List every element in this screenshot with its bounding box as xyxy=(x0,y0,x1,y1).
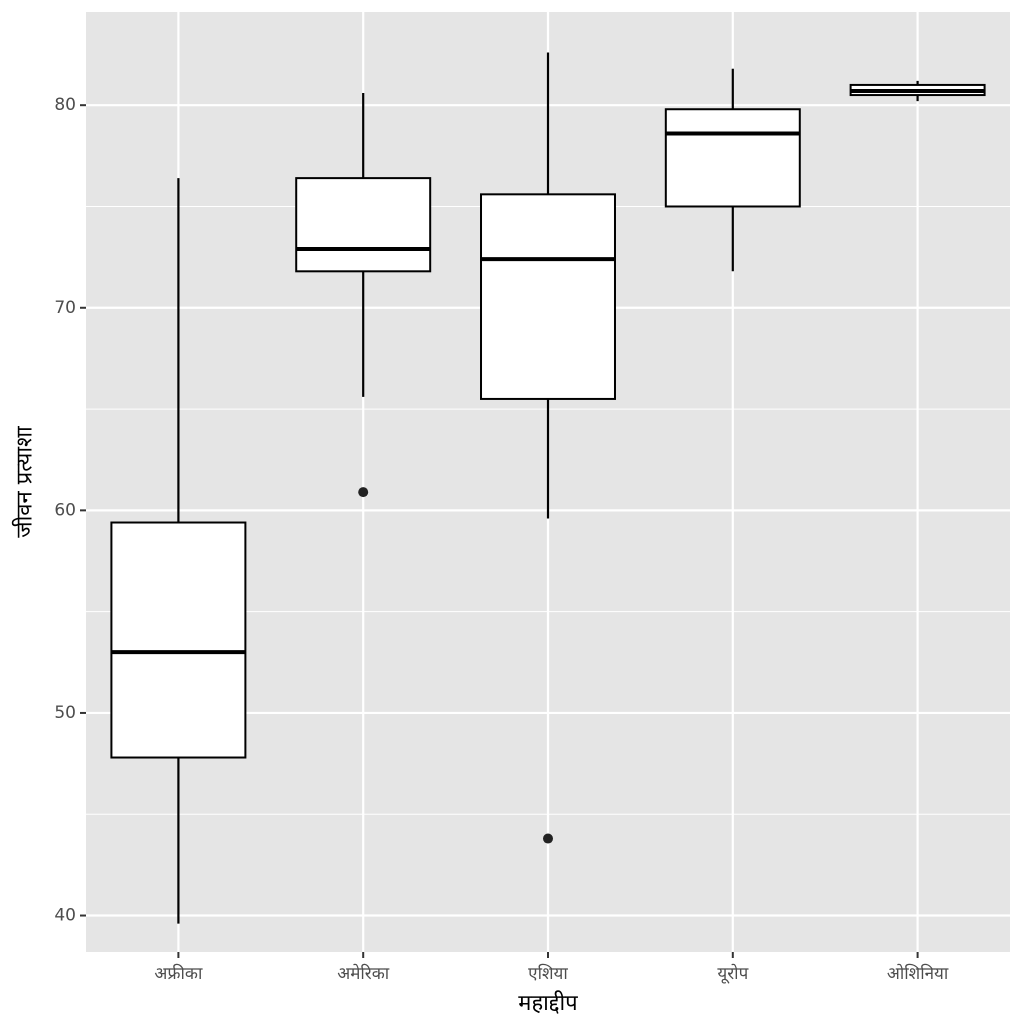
y-tick-label: 80 xyxy=(54,95,76,115)
x-tick-label: एशिया xyxy=(528,963,568,984)
box-4 xyxy=(664,68,801,272)
y-axis-title: जीवन प्रत्याशा xyxy=(12,426,38,538)
box-iqr xyxy=(480,193,616,400)
boxes xyxy=(110,52,986,924)
outlier-point xyxy=(358,487,369,498)
y-tick-label: 60 xyxy=(54,500,76,520)
x-tick-label: अमेरिका xyxy=(337,963,390,984)
x-axis-title: महाद्दीप xyxy=(518,990,578,1016)
box-iqr xyxy=(110,521,247,759)
x-tick-label: ओशिनिया xyxy=(887,963,949,984)
box-3 xyxy=(480,52,616,844)
box-5 xyxy=(849,80,986,102)
y-tick-label: 70 xyxy=(54,298,76,318)
x-tick-label: अफ्रीका xyxy=(154,963,203,984)
box-1 xyxy=(110,178,247,924)
y-tick-label: 50 xyxy=(54,703,76,723)
box-iqr xyxy=(664,108,801,208)
x-tick-label: यूरोप xyxy=(717,963,748,984)
y-tick-label: 40 xyxy=(54,906,76,926)
y-axis-ticks: 40 50 60 70 80 xyxy=(54,95,86,926)
outlier-point xyxy=(543,833,553,844)
box-2 xyxy=(295,93,432,498)
box-iqr xyxy=(295,177,432,273)
x-axis-ticks: अफ्रीका अमेरिका एशिया यूरोप ओशिनिया xyxy=(154,952,949,984)
